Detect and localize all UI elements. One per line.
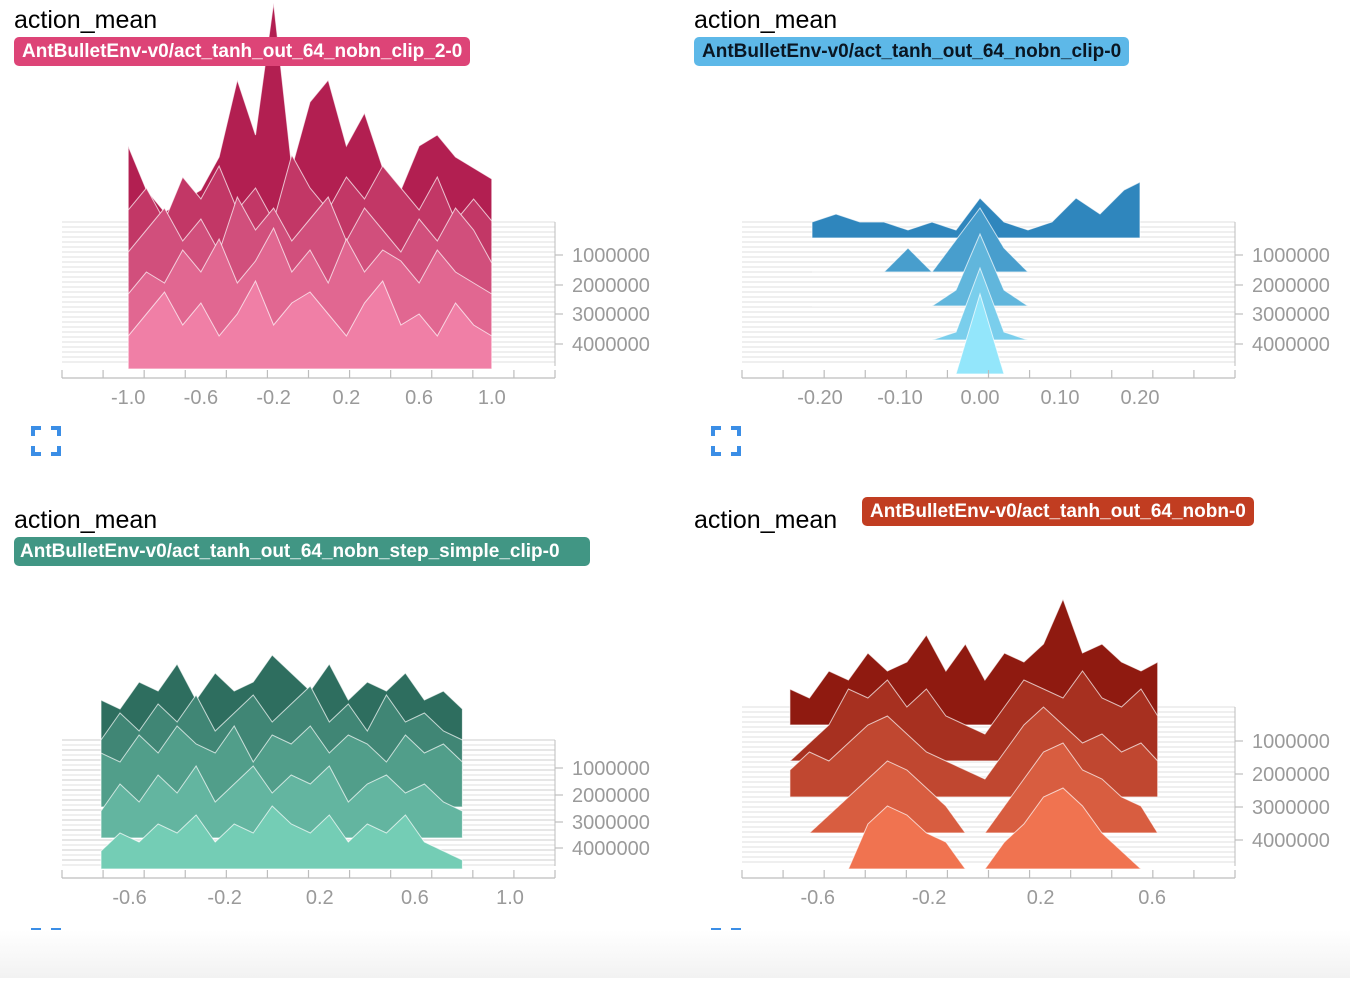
chart-panel-4: -0.6 -0.2 0.2 0.6 1000000 2000000 3000000 40000…	[680, 497, 1350, 989]
chart-panel-3: -0.6 -0.2 0.2 0.6 1.0 1000000 2000000 3000000 40…	[0, 500, 675, 989]
x-tick-label: 1.0	[496, 887, 524, 909]
chart-panel-2: -0.20 -0.10 0.00 0.10 0.20 1000000 2000000 3000…	[680, 0, 1350, 489]
y-tick-label: 1000000	[1252, 245, 1330, 267]
histogram-chart-4: -0.6 -0.2 0.2 0.6 1000000 2000000 3000000 40000…	[741, 597, 1330, 909]
x-tick-label: -0.6	[800, 887, 834, 909]
y-tick-label: 2000000	[572, 785, 650, 807]
chart-title: action_mean	[694, 506, 838, 534]
histogram-chart-3: -0.6 -0.2 0.2 0.6 1.0 1000000 2000000 3000000 40…	[61, 654, 650, 909]
x-tick-label: -0.2	[256, 387, 290, 409]
run-badge: AntBulletEnv-v0/act_tanh_out_64_nobn_ste…	[14, 537, 590, 566]
y-tick-label: 4000000	[572, 334, 650, 356]
x-tick-label: -0.6	[184, 387, 218, 409]
ridge-step-3000000	[812, 266, 1140, 341]
y-tick-label: 2000000	[1252, 275, 1330, 297]
ridge-step-4000000	[127, 279, 493, 370]
y-tick-label: 4000000	[1252, 830, 1330, 852]
x-tick-label: 0.6	[405, 387, 433, 409]
expand-icon[interactable]	[710, 425, 742, 457]
x-tick-label: -0.10	[877, 387, 923, 409]
x-tick-label: 0.2	[332, 387, 360, 409]
ridge-step-0	[811, 181, 1141, 239]
run-badge: AntBulletEnv-v0/act_tanh_out_64_nobn_cli…	[14, 37, 471, 66]
x-tick-label: -0.6	[112, 887, 146, 909]
x-tick-label: -1.0	[111, 387, 145, 409]
bottom-bar	[0, 930, 1350, 978]
x-tick-label: 0.2	[1027, 887, 1055, 909]
chart-title: action_mean	[14, 506, 158, 534]
y-tick-label: 3000000	[572, 304, 650, 326]
y-tick-label: 1000000	[1252, 731, 1330, 753]
expand-icon[interactable]	[30, 425, 62, 457]
chart-title: action_mean	[694, 6, 838, 34]
x-tick-label: 1.0	[478, 387, 506, 409]
ridge-step-4000000	[789, 787, 1158, 870]
chart-panel-1: -1.0 -0.6 -0.2 0.2 0.6 1.0 1000000 2000000 30000…	[0, 0, 675, 489]
x-tick-label: 0.2	[306, 887, 334, 909]
y-tick-label: 2000000	[572, 275, 650, 297]
x-tick-label: -0.2	[207, 887, 241, 909]
ridge-step-4000000	[100, 805, 463, 870]
x-tick-label: -0.2	[912, 887, 946, 909]
y-tick-label: 3000000	[1252, 304, 1330, 326]
ridge-step-1000000	[812, 207, 1140, 273]
x-tick-label: 0.00	[961, 387, 1000, 409]
x-tick-label: 0.6	[1138, 887, 1166, 909]
ridge-step-3000000	[127, 226, 493, 339]
y-tick-label: 1000000	[572, 758, 650, 780]
x-tick-label: -0.20	[797, 387, 843, 409]
x-tick-label: 0.20	[1121, 387, 1160, 409]
y-tick-label: 4000000	[1252, 334, 1330, 356]
histogram-chart-1: -1.0 -0.6 -0.2 0.2 0.6 1.0 1000000 2000000 30000…	[61, 2, 650, 409]
run-badge: AntBulletEnv-v0/act_tanh_out_64_nobn_cli…	[694, 37, 1130, 66]
x-tick-label: 0.6	[401, 887, 429, 909]
run-badge: AntBulletEnv-v0/act_tanh_out_64_nobn-0	[862, 497, 1254, 526]
y-tick-label: 2000000	[1252, 764, 1330, 786]
y-tick-label: 4000000	[572, 838, 650, 860]
chart-title: action_mean	[14, 6, 158, 34]
y-tick-label: 3000000	[572, 812, 650, 834]
x-tick-label: 0.10	[1041, 387, 1080, 409]
y-tick-label: 1000000	[572, 245, 650, 267]
ridge-step-2000000	[812, 232, 1140, 307]
y-tick-label: 3000000	[1252, 797, 1330, 819]
histogram-chart-2: -0.20 -0.10 0.00 0.10 0.20 1000000 2000000 3000…	[741, 181, 1330, 409]
